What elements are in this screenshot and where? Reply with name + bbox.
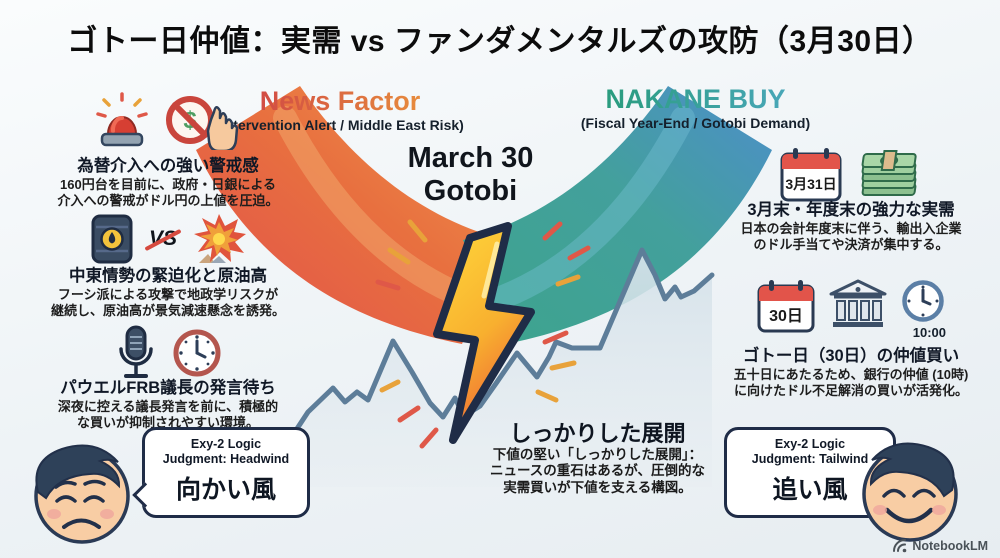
judgment-logic-label: Exy-2 Logic xyxy=(774,437,846,451)
calendar-icon: 3月31日 xyxy=(780,148,842,202)
powell-heading: パウエルFRB議長の発言待ち xyxy=(60,379,276,397)
watermark-label: NotebookLM xyxy=(912,538,988,553)
bank-icon xyxy=(829,279,887,327)
event-line1: March 30 xyxy=(407,142,534,174)
explosion-icon xyxy=(194,214,246,263)
judgment-result-label: Judgment: Headwind xyxy=(162,451,290,466)
fiscal-heading: 3月末・年度末の強力な実需 xyxy=(747,201,955,219)
vs-label: VS xyxy=(148,227,177,250)
news-factor-title: News Factor xyxy=(200,88,480,115)
nakane-buy-subtitle: (Fiscal Year-End / Gotobi Demand) xyxy=(580,115,811,131)
oil-barrel-icon xyxy=(91,214,133,264)
middle-east-heading: 中東情勢の緊迫化と原油高 xyxy=(69,267,267,285)
gotobi-heading: ゴトー日（30日）の仲値買い xyxy=(742,347,960,365)
siren-icon xyxy=(96,92,148,147)
page-title: ゴトー日仲値：実需 vs ファンダメンタルズの攻防（3月30日） xyxy=(67,25,933,58)
powell-body: 深夜に控える議長発言を前に、積極的 な買いが抑制されやすい環境。 xyxy=(57,399,279,430)
middle-east-icons: VS xyxy=(22,212,314,266)
microphone-icon xyxy=(119,325,153,378)
news-factor-subtitle: (Intervention Alert / Middle East Risk) xyxy=(216,117,464,133)
fiscal-icons: 3月31日 xyxy=(712,146,990,204)
news-swoosh xyxy=(196,86,505,344)
bolt-highlight xyxy=(481,241,500,299)
news-factor-header: News Factor (Intervention Alert / Middle… xyxy=(200,88,480,133)
calendar-date-label: 30日 xyxy=(769,307,803,325)
middle-east-body: フーシ派による攻撃で地政学リスクが 継続し、原油高が景気減速懸念を誘発。 xyxy=(50,287,285,318)
price-area xyxy=(270,250,712,487)
no-dollar-hand-icon: $ xyxy=(166,96,239,150)
nakane-swoosh xyxy=(463,86,772,344)
price-line xyxy=(267,247,715,468)
fiscal-body: 日本の会計年度末に伴う、輸出入企業 のドル手当てや決済が集中する。 xyxy=(740,221,962,252)
conclusion-body: 下値の堅い「しっかりした展開」： ニュースの重石はあるが、圧倒的な 実需買いが下… xyxy=(489,447,706,495)
impact-dashes-icon xyxy=(375,219,591,449)
conclusion-heading: しっかりした展開 xyxy=(509,421,686,446)
clock-icon xyxy=(902,280,944,322)
clock-icon xyxy=(173,329,221,377)
tailwind-verdict: 追い風 xyxy=(772,475,848,504)
judgment-logic-label: Exy-2 Logic xyxy=(190,437,262,451)
money-stack-icon xyxy=(861,150,917,196)
headwind-verdict: 向かい風 xyxy=(175,475,276,504)
powell-icons xyxy=(22,324,314,382)
event-label: March 30 Gotobi xyxy=(368,142,573,209)
nakane-time-label: 10:00 xyxy=(912,325,946,340)
nakane-buy-title: NAKANE BUY xyxy=(553,86,838,113)
judgment-result-label: Judgment: Tailwind xyxy=(751,451,869,466)
intervention-body: 160円台を目前に、政府・日銀による 介入への警戒がドル円の上値を圧迫。 xyxy=(57,177,279,208)
nakane-buy-header: NAKANE BUY (Fiscal Year-End / Gotobi Dem… xyxy=(553,86,838,131)
calendar-date-label: 3月31日 xyxy=(785,176,836,192)
calendar-icon: 30日 xyxy=(757,280,815,333)
notebooklm-watermark: NotebookLM xyxy=(892,538,988,553)
happy-face-icon xyxy=(862,442,958,542)
headwind-bubble: Exy-2 Logic Judgment: Headwind 向かい風 xyxy=(132,427,310,518)
lightning-bolt-icon xyxy=(433,222,535,444)
event-line2: Gotobi xyxy=(423,175,518,208)
intervention-icons: $ xyxy=(22,90,314,150)
notebooklm-logo-icon xyxy=(893,539,907,553)
sad-face-icon xyxy=(34,444,130,544)
intervention-heading: 為替介入への強い警戒感 xyxy=(77,157,259,175)
gotobi-body: 五十日にあたるため、銀行の仲値 (10時) に向けたドル不足解消の買いが活発化。 xyxy=(733,367,969,398)
gotobi-icons: 30日 10:00 xyxy=(712,278,990,340)
clock-with-time: 10:00 xyxy=(900,278,946,340)
